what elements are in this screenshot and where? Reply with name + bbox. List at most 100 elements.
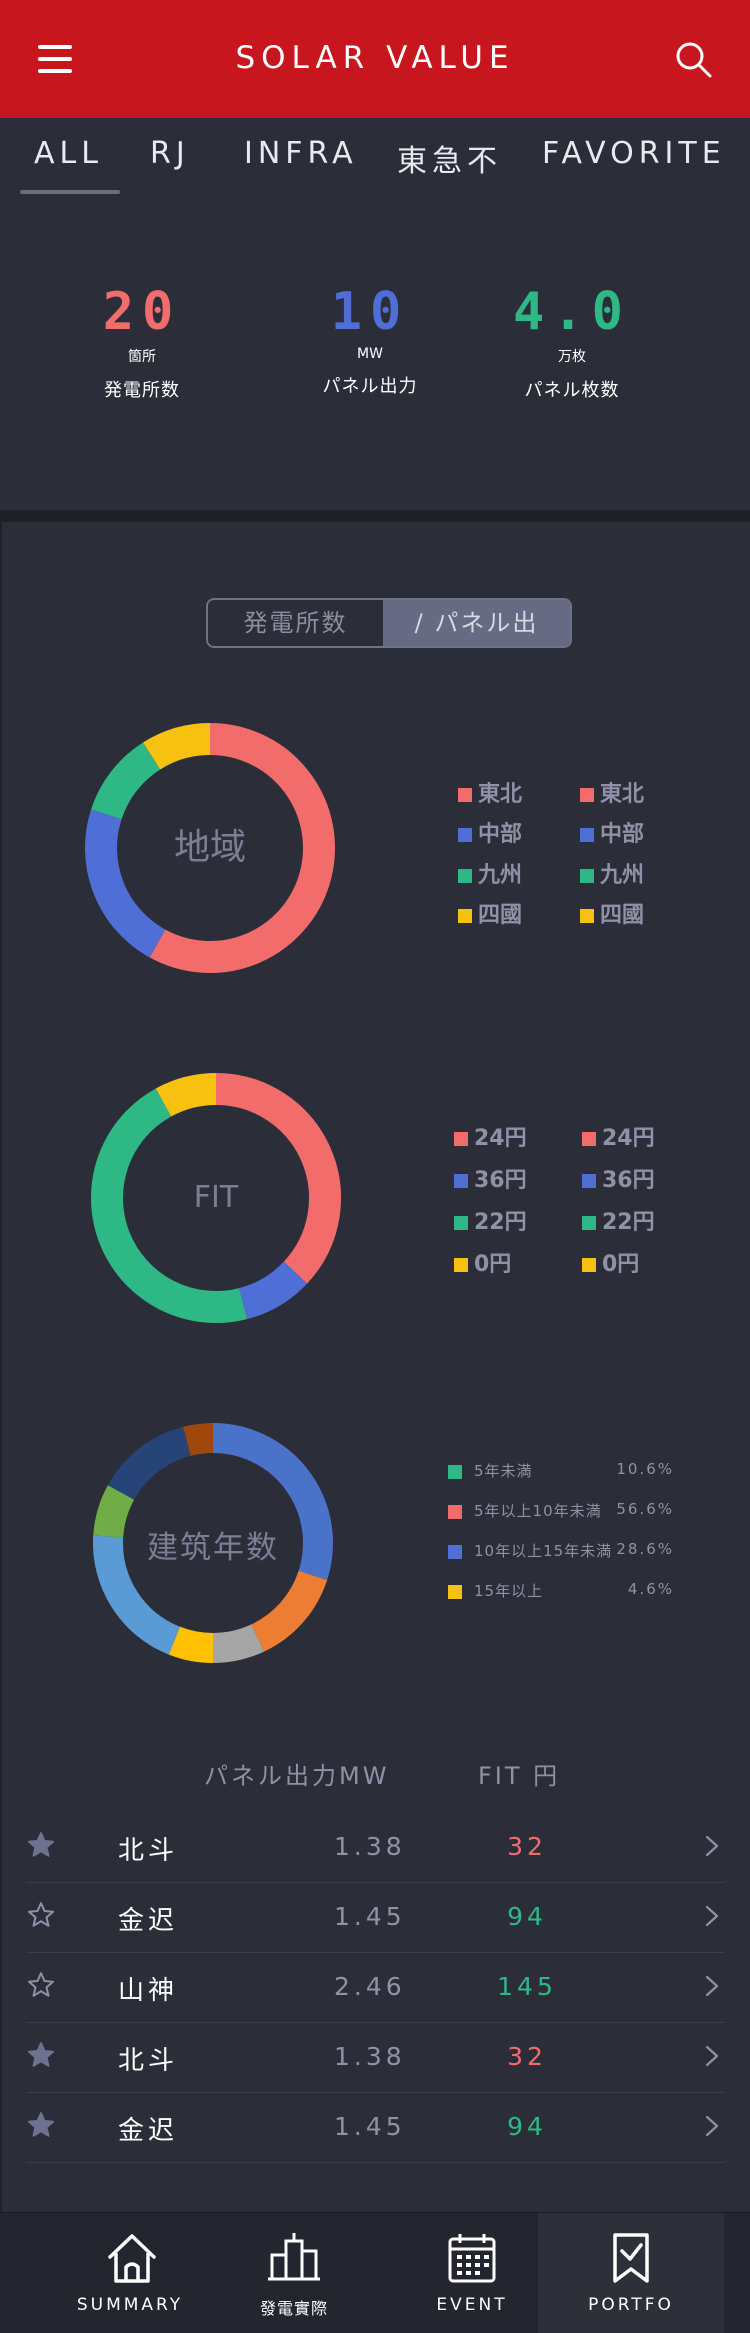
star-filled-icon[interactable]: [26, 2040, 56, 2070]
legend-swatch: [580, 788, 594, 802]
fit-value: 32: [507, 2042, 547, 2071]
plant-name: 北斗: [118, 1836, 179, 1866]
donut-segment: [149, 723, 335, 973]
legend-swatch: [582, 1258, 596, 1272]
legend-item: 東北: [458, 776, 522, 808]
calendar-icon: [448, 2234, 496, 2283]
stat-plant-count: 20 箇所 発電所数: [42, 282, 242, 402]
table-row[interactable]: 山神 2.46 145: [26, 1952, 724, 2023]
hamburger-menu-icon[interactable]: [38, 45, 72, 73]
legend-swatch: [448, 1544, 462, 1559]
chevron-right-icon[interactable]: [702, 1974, 722, 1998]
legend-swatch: [454, 1132, 468, 1146]
legend-item: 九州: [458, 857, 522, 889]
bookmark-icon: [613, 2233, 649, 2283]
nav-portfolio[interactable]: PORTFO: [538, 2213, 724, 2333]
legend-swatch: [580, 828, 594, 842]
legend-swatch: [458, 869, 472, 883]
table-bottom-border: [26, 2162, 724, 2163]
table-row[interactable]: 北斗 1.38 32: [26, 1812, 724, 1883]
legend-swatch: [448, 1464, 462, 1479]
legend-percentage: 4.6%: [627, 1580, 674, 1598]
nav-event[interactable]: EVENT: [412, 2213, 532, 2333]
legend-percentage: 28.6%: [616, 1540, 674, 1558]
legend-item: 中部: [580, 816, 644, 848]
plant-name: 北斗: [118, 2046, 179, 2076]
donut-segment: [143, 723, 211, 770]
legend-item: 22円: [582, 1204, 655, 1236]
toggle-plant-count[interactable]: 発電所数: [243, 609, 348, 637]
tab-all[interactable]: ALL: [34, 136, 103, 171]
chevron-right-icon[interactable]: [702, 2044, 722, 2068]
search-icon[interactable]: [674, 40, 714, 80]
tab-favorite[interactable]: FAVORITE: [542, 136, 726, 171]
table-row[interactable]: 金迟 1.45 94: [26, 2092, 724, 2163]
legend-item: 15年以上: [448, 1580, 543, 1601]
legend-label: 中部: [600, 822, 645, 847]
donut-segment: [91, 742, 161, 820]
nav-label: EVENT: [436, 2295, 508, 2315]
active-tab-indicator: [20, 190, 120, 194]
fit-value: 145: [497, 1972, 557, 2001]
plant-name: 金迟: [118, 1906, 179, 1936]
donut-segment: [212, 1624, 265, 1663]
nav-label: SUMMARY: [76, 2295, 184, 2315]
legend-item: 0円: [454, 1246, 511, 1278]
legend-swatch: [454, 1216, 468, 1230]
legend-item: 中部: [458, 816, 522, 848]
legend-swatch: [454, 1258, 468, 1272]
nav-generation[interactable]: 發電實際: [236, 2213, 352, 2333]
legend-item: 5年以上10年未満: [448, 1500, 602, 1521]
stat-unit: 万枚: [558, 349, 586, 365]
legend-swatch: [448, 1504, 462, 1519]
app-header: SOLAR VALUE: [0, 0, 750, 118]
legend-label: 10年以上15年未満: [474, 1542, 613, 1560]
chevron-right-icon[interactable]: [702, 2114, 722, 2138]
donut-segment: [155, 1073, 217, 1117]
stat-unit: 箇所: [128, 349, 156, 365]
stat-label: パネル出力: [322, 376, 418, 397]
legend-label: 5年以上10年未満: [474, 1502, 602, 1520]
tab-tokyu[interactable]: 東急不: [397, 144, 502, 179]
panel-output-value: 1.38: [334, 1832, 406, 1861]
legend-label: 九州: [478, 863, 523, 888]
legend-percentage: 10.6%: [616, 1460, 674, 1478]
table-row[interactable]: 金迟 1.45 94: [26, 1882, 724, 1953]
nav-label: PORTFO: [588, 2295, 674, 2315]
column-header-fit[interactable]: FIT 円: [478, 1762, 561, 1790]
stat-panel-count: 4.0 万枚 パネル枚数: [472, 282, 672, 402]
legend-item: 24円: [582, 1120, 655, 1152]
legend-swatch: [454, 1174, 468, 1188]
donut-segment: [250, 1570, 328, 1652]
stat-value: 20: [102, 282, 182, 342]
building-age-chart-center-label: 建筑年数: [147, 1530, 279, 1566]
legend-swatch: [580, 869, 594, 883]
star-outline-icon[interactable]: [26, 1970, 56, 2000]
star-filled-icon[interactable]: [26, 2110, 56, 2140]
star-outline-icon[interactable]: [26, 1900, 56, 1930]
toggle-panel-output[interactable]: / パネル出: [383, 600, 570, 646]
region-chart-center-label: 地域: [173, 827, 246, 868]
legend-item: 東北: [580, 776, 644, 808]
legend-label: 15年以上: [474, 1582, 544, 1600]
legend-label: 24円: [474, 1126, 527, 1151]
chevron-right-icon[interactable]: [702, 1904, 722, 1928]
table-row[interactable]: 北斗 1.38 32: [26, 2022, 724, 2093]
legend-item: 24円: [454, 1120, 527, 1152]
legend-swatch: [458, 909, 472, 923]
legend-percentage: 56.6%: [616, 1500, 674, 1518]
legend-label: 0円: [474, 1252, 512, 1277]
nav-summary[interactable]: SUMMARY: [68, 2213, 192, 2333]
plant-name: 金迟: [118, 2116, 179, 2146]
chevron-right-icon[interactable]: [702, 1834, 722, 1858]
stat-value: 10: [330, 282, 410, 342]
stat-label: パネル枚数: [524, 380, 620, 401]
tab-infra[interactable]: INFRA: [244, 136, 358, 171]
legend-swatch: [448, 1584, 462, 1599]
legend-label: 東北: [478, 782, 523, 807]
star-filled-icon[interactable]: [26, 1830, 56, 1860]
tab-rj[interactable]: RJ: [150, 136, 190, 171]
column-header-panel-output[interactable]: パネル出力MW: [204, 1762, 390, 1790]
stat-value: 4.0: [513, 282, 631, 342]
fit-value: 94: [507, 2112, 547, 2141]
